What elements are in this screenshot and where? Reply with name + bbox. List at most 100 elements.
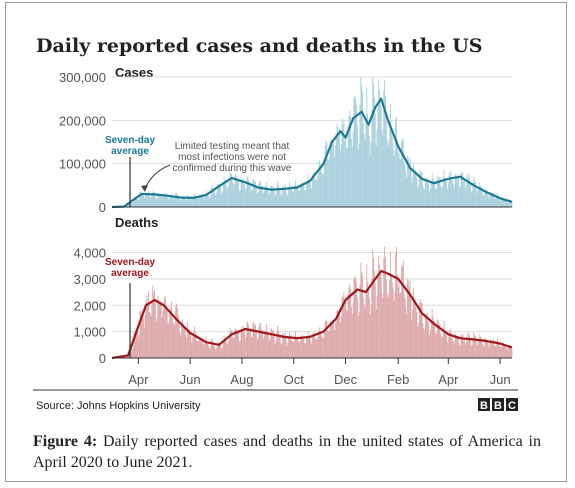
deaths-daily-bar [152, 285, 154, 358]
deaths-daily-bar [137, 336, 139, 358]
deaths-daily-bar [183, 325, 185, 358]
deaths-daily-bar [234, 328, 236, 358]
deaths-daily-bar [207, 343, 209, 358]
deaths-daily-bar [408, 287, 410, 358]
deaths-daily-bar [294, 336, 296, 358]
deaths-daily-bar [401, 266, 403, 358]
cases-daily-bar [276, 187, 278, 207]
deaths-daily-bar [444, 331, 446, 358]
cases-daily-bar [511, 202, 513, 207]
deaths-daily-bar [509, 344, 511, 358]
cases-daily-bar [344, 140, 346, 207]
deaths-daily-bar [282, 333, 284, 358]
deaths-daily-bar [356, 297, 358, 358]
cases-daily-bar [341, 118, 343, 207]
deaths-daily-bar [153, 292, 155, 358]
deaths-daily-bar [486, 339, 488, 358]
cases-daily-bar [132, 201, 134, 207]
deaths-daily-bar [405, 306, 407, 358]
cases-daily-bar [466, 175, 468, 207]
cases-daily-bar [458, 177, 459, 207]
cases-daily-bar [441, 187, 442, 207]
cases-daily-bar [508, 201, 510, 207]
deaths-daily-bar [497, 342, 499, 358]
deaths-daily-bar [331, 320, 333, 358]
cases-daily-bar [486, 192, 487, 207]
cases-daily-bar [368, 126, 369, 207]
cases-daily-bar [348, 116, 350, 207]
deaths-daily-bar [225, 338, 227, 358]
cases-daily-bar [213, 188, 215, 207]
deaths-daily-bar [261, 330, 263, 358]
deaths-daily-bar [445, 330, 447, 358]
cases-daily-bar [135, 196, 137, 207]
deaths-daily-bar [385, 257, 386, 358]
deaths-daily-bar [396, 247, 397, 358]
cases-daily-bar [182, 196, 184, 207]
deaths-daily-bar [461, 334, 463, 358]
cases-daily-bar [452, 180, 454, 207]
cases-daily-bar [218, 184, 220, 207]
limited-testing-note: most infections were not [178, 152, 286, 163]
cases-daily-bar [200, 195, 202, 207]
deaths-daily-bar [220, 343, 222, 358]
cases-daily-bar [461, 171, 463, 207]
cases-daily-bar [290, 185, 292, 207]
deaths-daily-bar [189, 330, 191, 358]
cases-daily-bar [481, 192, 483, 207]
x-tick-label: Dec [334, 372, 358, 387]
deaths-daily-bar [311, 343, 313, 358]
cases-daily-bar [291, 190, 293, 207]
cases-daily-bar [492, 192, 494, 207]
deaths-daily-bar [210, 339, 212, 358]
deaths-daily-bar [399, 293, 401, 358]
cases-daily-bar [477, 190, 479, 207]
deaths-daily-bar [131, 344, 132, 358]
cases-daily-bar [494, 198, 496, 207]
deaths-daily-bar [290, 334, 292, 358]
deaths-daily-bar [155, 322, 157, 358]
cases-daily-bar [433, 181, 435, 207]
cases-daily-bar [475, 181, 476, 207]
cases-daily-bar [217, 183, 219, 207]
cases-daily-bar [195, 196, 197, 207]
cases-daily-bar [448, 172, 450, 207]
caption-text: Daily reported cases and deaths in the u… [33, 433, 541, 471]
deaths-daily-bar [249, 331, 251, 358]
deaths-daily-bar [424, 316, 426, 358]
deaths-daily-bar [193, 326, 195, 358]
deaths-y-tick-label: 4,000 [73, 246, 106, 261]
deaths-daily-bar [195, 334, 197, 358]
cases-daily-bar [364, 140, 366, 207]
cases-daily-bar [192, 198, 194, 207]
cases-daily-bar [361, 84, 363, 207]
deaths-daily-bar [264, 330, 266, 358]
cases-daily-bar [499, 200, 501, 207]
cases-daily-bar [142, 192, 144, 207]
cases-daily-bar [289, 186, 291, 207]
deaths-daily-bar [351, 313, 353, 358]
cases-daily-bar [296, 187, 298, 207]
deaths-daily-bar [424, 329, 425, 358]
cases-daily-bar [304, 190, 306, 207]
cases-daily-bar [391, 136, 393, 207]
deaths-daily-bar [471, 344, 473, 358]
deaths-y-tick-label: 1,000 [73, 325, 106, 340]
cases-daily-bar [285, 189, 287, 207]
deaths-daily-bar [447, 338, 449, 358]
cases-daily-bar [380, 106, 382, 207]
deaths-daily-bar [385, 279, 387, 358]
deaths-daily-bar [247, 322, 249, 358]
cases-daily-bar [145, 193, 147, 207]
cases-daily-bar [169, 195, 171, 207]
deaths-daily-bar [238, 341, 240, 358]
deaths-daily-bar [401, 265, 403, 358]
cases-daily-bar [176, 193, 178, 207]
cases-daily-bar [288, 188, 290, 207]
deaths-daily-bar [498, 344, 500, 358]
deaths-daily-bar [130, 345, 132, 358]
cases-daily-bar [367, 113, 369, 207]
cases-daily-bar [352, 131, 354, 207]
cases-daily-bar [151, 194, 153, 207]
